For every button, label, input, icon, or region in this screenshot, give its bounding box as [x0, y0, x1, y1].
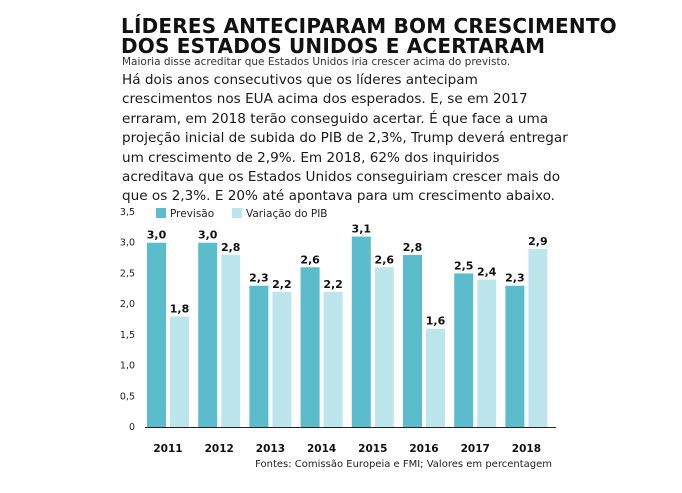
data-label: 2,8 [403, 241, 423, 254]
bar-variacao-pib-2011 [170, 316, 189, 427]
data-label: 1,8 [170, 302, 190, 315]
data-label: 2,5 [454, 259, 474, 272]
data-label: 2,6 [300, 253, 320, 266]
title-line-2: DOS ESTADOS UNIDOS E ACERTARAM [121, 34, 546, 58]
y-tick-label: 3,0 [120, 238, 135, 249]
data-label: 2,6 [375, 253, 395, 266]
data-label: 2,3 [505, 272, 525, 285]
title-line-1: LÍDERES ANTECIPARAM BOM CRESCIMENTO [121, 14, 617, 38]
data-label: 1,6 [426, 315, 446, 328]
legend-swatch-2 [232, 208, 242, 218]
bar-variacao-pib-2014 [323, 291, 343, 427]
bar-variacao-pib-2016 [426, 328, 445, 427]
data-label: 3,0 [198, 229, 218, 242]
source-note: Fontes: Comissão Europeia e FMI; Valores… [255, 459, 552, 470]
bar-variacao-pib-2018 [528, 248, 548, 427]
bar-previsao-2012 [198, 242, 218, 427]
bar-variacao-pib-2015 [374, 267, 394, 427]
data-label: 2,2 [272, 278, 292, 291]
data-label: 2,8 [221, 241, 241, 254]
y-tick-label: 1,0 [120, 361, 135, 372]
y-tick-label: 0,5 [120, 391, 135, 402]
bar-variacao-pib-2017 [477, 279, 497, 427]
data-label: 3,1 [352, 223, 372, 236]
x-tick-label: 2017 [461, 443, 490, 455]
y-tick-label: 0 [129, 422, 135, 433]
bar-variacao-pib-2013 [272, 291, 292, 427]
x-tick-label: 2015 [358, 443, 387, 455]
x-tick-label: 2014 [307, 443, 336, 455]
data-label: 2,3 [249, 272, 269, 285]
bar-previsao-2014 [300, 267, 320, 427]
y-tick-label: 3,5 [120, 207, 135, 218]
bar-variacao-pib-2012 [221, 255, 241, 427]
data-label: 3,0 [147, 229, 167, 242]
legend-label-2: Variação do PIB [246, 208, 328, 220]
data-label: 2,2 [323, 278, 343, 291]
x-tick-label: 2016 [409, 443, 438, 455]
bar-previsao-2016 [403, 255, 422, 427]
data-label: 2,4 [477, 266, 497, 279]
bar-previsao-2018 [505, 285, 525, 427]
bar-previsao-2011 [147, 242, 166, 427]
chart-subtitle: Maioria disse acreditar que Estados Unid… [122, 56, 511, 68]
y-tick-label: 2,5 [120, 268, 135, 279]
bar-previsao-2013 [249, 285, 269, 427]
data-label: 2,9 [528, 235, 548, 248]
bar-previsao-2017 [454, 273, 474, 427]
chart-title: LÍDERES ANTECIPARAM BOM CRESCIMENTO DOS … [121, 16, 661, 56]
legend-label-1: Previsão [170, 208, 214, 220]
x-tick-label: 2011 [153, 443, 182, 455]
y-tick-label: 2,0 [120, 299, 135, 310]
x-tick-label: 2018 [512, 443, 541, 455]
lead-paragraph: Há dois anos consecutivos que os líderes… [122, 72, 568, 205]
x-tick-label: 2012 [205, 443, 234, 455]
legend-swatch-1 [156, 208, 166, 218]
bar-previsao-2015 [351, 236, 371, 427]
y-tick-label: 1,5 [120, 330, 135, 341]
x-tick-label: 2013 [256, 443, 285, 455]
